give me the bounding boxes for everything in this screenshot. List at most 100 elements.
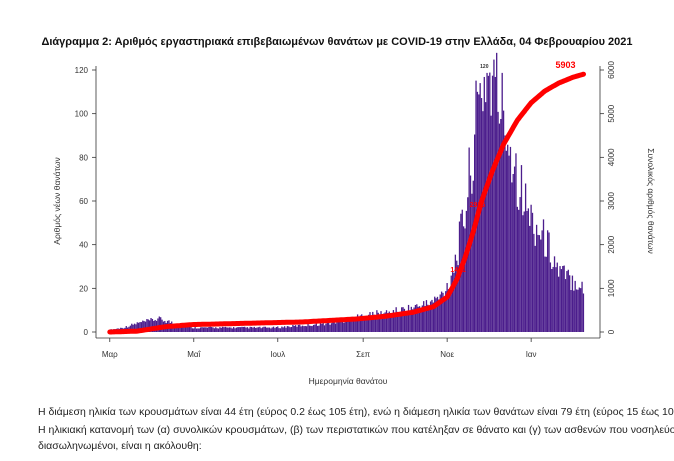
daily-deaths-bar — [228, 327, 231, 332]
daily-deaths-bar — [325, 323, 327, 332]
daily-deaths-bar — [296, 326, 298, 332]
daily-deaths-bar — [268, 327, 271, 332]
daily-deaths-bar — [438, 299, 440, 332]
daily-deaths-bar — [179, 326, 181, 332]
daily-deaths-bar — [231, 328, 233, 332]
daily-deaths-bar — [534, 245, 536, 332]
daily-deaths-bar — [194, 327, 196, 332]
daily-deaths-bar — [186, 326, 188, 332]
daily-deaths-bar — [403, 308, 406, 332]
daily-deaths-bar — [267, 327, 269, 332]
daily-deaths-bar — [374, 317, 377, 332]
daily-deaths-bar — [177, 326, 180, 332]
daily-deaths-bar — [210, 327, 213, 332]
daily-deaths-bar — [559, 266, 561, 332]
daily-deaths-bar — [446, 283, 448, 332]
daily-deaths-bar — [278, 328, 280, 332]
daily-deaths-bar — [279, 328, 282, 332]
daily-deaths-bar — [531, 212, 534, 332]
daily-deaths-bar — [341, 319, 344, 332]
annotation-label: 1441 — [450, 267, 466, 274]
daily-deaths-bar — [300, 326, 302, 332]
daily-deaths-bar — [449, 289, 451, 332]
daily-deaths-bar — [553, 256, 556, 332]
daily-deaths-bar — [239, 327, 242, 332]
daily-deaths-bar — [556, 262, 558, 332]
daily-deaths-bar — [515, 153, 517, 332]
daily-deaths-bar — [494, 76, 496, 332]
daily-deaths-bar — [361, 314, 363, 332]
daily-deaths-bar — [412, 309, 414, 332]
daily-deaths-bar — [297, 324, 300, 332]
daily-deaths-bar — [526, 210, 528, 332]
daily-deaths-bar — [513, 166, 516, 332]
daily-deaths-bar — [520, 165, 523, 332]
daily-deaths-bar — [147, 319, 149, 332]
daily-deaths-bar — [352, 317, 355, 332]
daily-deaths-bar — [497, 111, 499, 332]
daily-deaths-bar — [502, 110, 505, 332]
daily-deaths-bar — [538, 235, 541, 332]
daily-deaths-bar — [509, 146, 512, 332]
daily-deaths-bar — [383, 313, 385, 332]
daily-deaths-bar — [405, 312, 407, 332]
daily-deaths-bar — [321, 323, 323, 332]
daily-deaths-bar — [290, 327, 293, 332]
daily-deaths-bar — [184, 327, 187, 332]
daily-deaths-bar — [465, 210, 468, 332]
daily-deaths-bar — [440, 291, 443, 332]
daily-deaths-bar — [150, 318, 152, 332]
daily-deaths-bar — [380, 311, 382, 332]
daily-deaths-bar — [270, 328, 272, 332]
daily-deaths-bar — [193, 328, 195, 332]
daily-deaths-bar — [351, 316, 353, 332]
y-axis-label-right: Συνολικός αριθμός θανάτων — [646, 148, 656, 254]
daily-deaths-bar — [220, 327, 222, 332]
daily-deaths-bar — [493, 59, 495, 332]
daily-deaths-bar — [369, 312, 371, 332]
daily-deaths-bar — [475, 80, 477, 333]
daily-deaths-bar — [217, 328, 220, 332]
daily-deaths-bar — [233, 327, 235, 332]
daily-deaths-bar — [205, 327, 207, 332]
paragraph-median-age: Η διάμεση ηλικία των κρουσμάτων είναι 44… — [38, 406, 674, 418]
daily-deaths-bar — [286, 326, 289, 332]
daily-deaths-bar — [241, 326, 243, 332]
x-tick-label: Ιουλ — [270, 350, 285, 359]
daily-deaths-bar — [387, 312, 389, 332]
daily-deaths-bar — [299, 324, 301, 332]
daily-deaths-bar — [523, 211, 525, 332]
daily-deaths-bar — [391, 313, 393, 332]
daily-deaths-bar — [541, 230, 543, 332]
daily-deaths-bar — [213, 328, 216, 332]
annotation-label: 120 — [480, 64, 489, 70]
daily-deaths-bar — [263, 326, 265, 332]
daily-deaths-bar — [505, 150, 507, 332]
daily-deaths-bar — [544, 256, 546, 332]
daily-deaths-bar — [146, 319, 148, 332]
daily-deaths-bar — [507, 144, 509, 332]
daily-deaths-bar — [480, 98, 483, 332]
y-tick-label-left: 0 — [84, 328, 89, 337]
daily-deaths-bar — [306, 326, 308, 332]
daily-deaths-bar — [288, 326, 290, 332]
daily-deaths-bar — [486, 72, 488, 332]
daily-deaths-bar — [580, 288, 582, 332]
daily-deaths-bar — [149, 320, 151, 332]
daily-deaths-bar — [132, 324, 134, 332]
daily-deaths-bar — [202, 327, 205, 332]
y-tick-label-right: 6000 — [607, 61, 616, 79]
y-tick-label-right: 3000 — [607, 192, 616, 210]
y-tick-label-left: 40 — [79, 241, 88, 250]
daily-deaths-bar — [359, 315, 362, 332]
daily-deaths-bar — [277, 326, 279, 332]
daily-deaths-bar — [512, 173, 514, 332]
daily-deaths-bar — [176, 326, 178, 332]
daily-deaths-bar — [501, 72, 503, 332]
daily-deaths-bar — [522, 215, 524, 332]
daily-deaths-bar — [490, 115, 492, 332]
daily-deaths-bar — [199, 327, 202, 332]
daily-deaths-bar — [160, 317, 162, 332]
daily-deaths-bar — [294, 325, 297, 332]
daily-deaths-bar — [293, 325, 295, 332]
